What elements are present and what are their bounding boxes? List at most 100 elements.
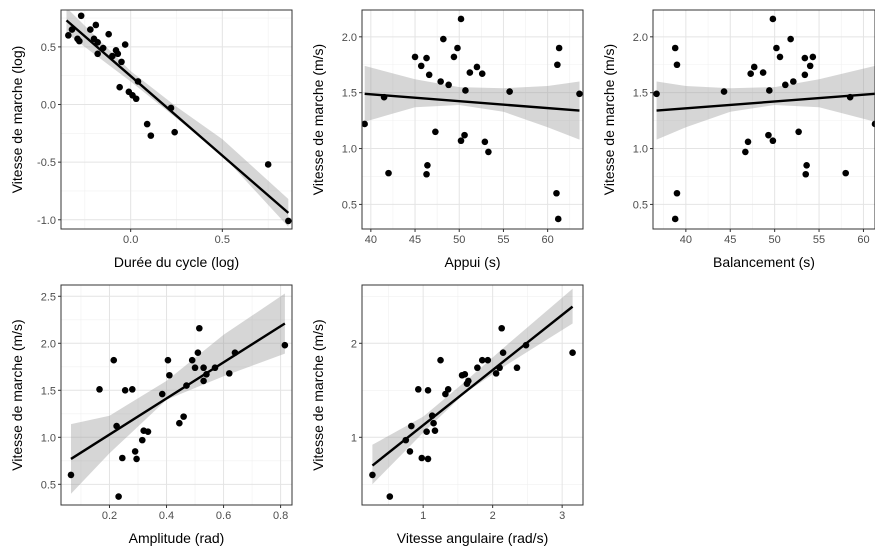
x-axis-label: Balancement (s)	[713, 254, 815, 270]
data-point	[114, 50, 122, 58]
data-point	[553, 189, 560, 197]
data-point	[766, 87, 773, 94]
data-point	[782, 81, 789, 89]
data-point	[417, 62, 425, 70]
data-point	[457, 137, 465, 145]
data-point	[408, 422, 415, 430]
data-point	[569, 349, 576, 356]
data-point	[450, 53, 458, 61]
data-point	[167, 104, 175, 112]
data-point	[402, 436, 410, 444]
x-tick-label: 55	[497, 234, 509, 246]
data-point	[164, 356, 172, 364]
data-point	[795, 128, 802, 136]
data-point	[128, 386, 136, 393]
data-point	[454, 44, 461, 52]
data-point	[166, 371, 173, 379]
data-point	[110, 356, 118, 364]
data-point	[116, 83, 123, 91]
data-point	[285, 217, 292, 225]
data-point	[423, 170, 430, 178]
x-tick-label: 0.0	[123, 234, 138, 246]
y-tick-label: 0.5	[41, 42, 56, 54]
data-point	[576, 90, 583, 98]
data-point	[801, 71, 809, 79]
data-point	[462, 87, 469, 94]
data-point	[846, 93, 854, 101]
x-axis-label: Durée du cycle (log)	[114, 254, 239, 270]
y-tick-label: 1.5	[342, 88, 357, 100]
data-point	[183, 382, 190, 389]
x-tick-label: 45	[724, 234, 736, 246]
data-point	[369, 471, 376, 479]
data-point	[147, 132, 155, 139]
x-axis-label: Vitesse angulaire (rad/s)	[397, 530, 548, 546]
plot-area-4	[67, 293, 289, 500]
regression-line	[656, 92, 875, 112]
data-point	[809, 53, 817, 61]
data-point	[76, 37, 83, 45]
data-point	[506, 88, 513, 95]
data-point	[492, 370, 500, 377]
data-point	[747, 70, 754, 77]
data-point	[522, 341, 530, 349]
panel-2: 40 45 50 55 60 0.5 1.0 1.5 2.0 Appui (s) Vitesse d…	[310, 9, 584, 270]
y-tick-label: 2.0	[633, 32, 648, 44]
panel-border	[361, 284, 584, 506]
data-point	[478, 70, 486, 77]
y-tick-label: 0.5	[342, 199, 357, 211]
y-tick-label: 2.0	[41, 338, 56, 350]
x-tick-label: 3	[559, 510, 565, 522]
data-point	[196, 324, 203, 332]
data-point	[200, 364, 207, 372]
data-point	[424, 455, 432, 463]
x-tick-label: 60	[857, 234, 869, 246]
data-point	[118, 58, 125, 66]
data-point	[554, 61, 561, 69]
y-tick-label: 1	[351, 432, 357, 444]
y-axis-label: Vitesse de marche (log)	[9, 46, 25, 194]
data-point	[423, 428, 430, 435]
panel-1: 0.0 0.5 -1.0 -0.5 0.0 0.5 Durée du cycle (log)…	[9, 9, 293, 270]
data-point	[759, 69, 767, 76]
data-point	[121, 386, 129, 394]
data-point	[200, 377, 207, 385]
data-point	[465, 377, 472, 385]
data-point	[99, 44, 107, 52]
x-tick-label: 50	[769, 234, 781, 246]
panel-4: 0.2 0.4 0.6 0.8 0.5 1.0 1.5 2.0 2.5 Amplitude (ra…	[9, 284, 293, 546]
data-point	[380, 93, 388, 101]
x-tick-label: 50	[453, 234, 465, 246]
y-tick-label: 1.0	[633, 144, 648, 156]
data-point	[444, 386, 452, 393]
data-point	[176, 419, 183, 427]
regression-line	[364, 92, 580, 112]
data-point	[498, 324, 505, 332]
data-point	[484, 356, 492, 364]
x-tick-label: 2	[490, 510, 496, 522]
data-point	[513, 364, 521, 372]
data-point	[801, 54, 809, 62]
x-tick-label: 0.5	[215, 234, 230, 246]
data-point	[432, 128, 439, 136]
panel-border	[60, 284, 293, 506]
panel-3: 40 45 50 55 60 0.5 1.0 1.5 2.0 Balancement (s) Vit…	[601, 9, 875, 270]
y-tick-label: 2.0	[342, 32, 357, 44]
data-point	[466, 69, 474, 76]
data-point	[720, 88, 728, 95]
y-tick-label: 2.5	[41, 291, 56, 303]
data-point	[65, 32, 72, 39]
data-point	[437, 78, 444, 85]
data-point	[386, 493, 394, 500]
y-tick-label: 1.5	[41, 385, 56, 397]
data-point	[554, 215, 562, 223]
plot-area-2	[362, 15, 583, 223]
data-point	[499, 349, 507, 356]
data-point	[431, 427, 439, 435]
x-tick-label: 0.8	[273, 510, 288, 522]
data-point	[461, 371, 469, 378]
data-point	[362, 120, 368, 128]
data-point	[119, 454, 126, 462]
plot-area-1	[65, 10, 292, 227]
y-tick-label: 0.5	[633, 199, 648, 211]
